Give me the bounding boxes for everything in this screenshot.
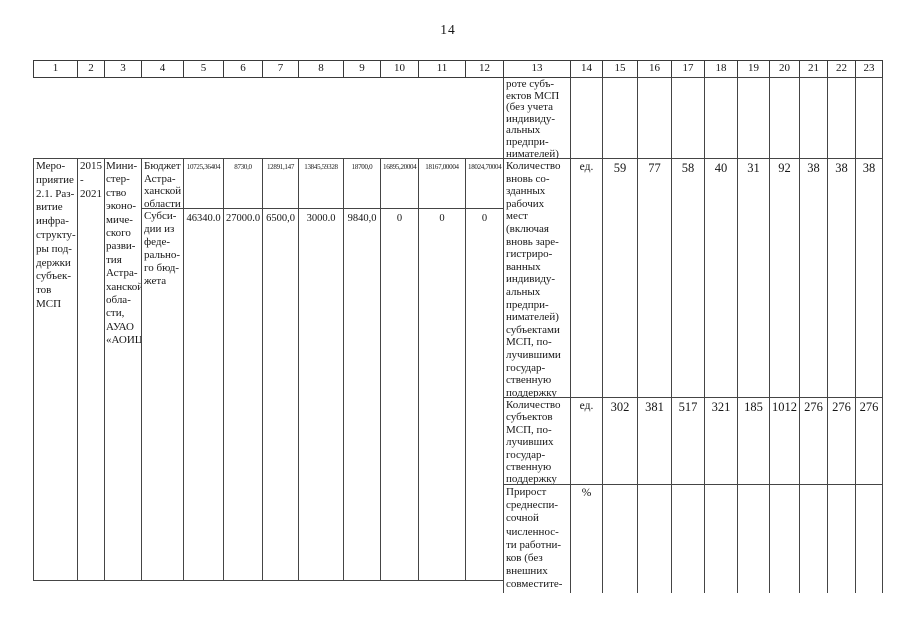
carryover-empty-cell xyxy=(827,77,856,159)
header-cell-19: 19 xyxy=(737,60,770,78)
indicator-value-cell xyxy=(827,484,856,593)
carryover-indicator-cell: роте субъ- ектов МСП (без учета индивиду… xyxy=(503,77,571,159)
carryover-empty-cell xyxy=(737,77,770,159)
funding-value-cell: 6500,0 xyxy=(262,208,299,581)
indicator-value-cell xyxy=(799,484,828,593)
funding-value-cell: 16895,20004 xyxy=(380,158,419,209)
measure-name-cell: Меро- приятие 2.1. Раз- витие инфра- стр… xyxy=(33,158,78,581)
carryover-empty-cell xyxy=(602,77,638,159)
carryover-empty-cell xyxy=(855,77,883,159)
indicator-unit-cell: ед. xyxy=(570,158,603,398)
funding-value-cell: 27000.0 xyxy=(223,208,263,581)
header-cell-15: 15 xyxy=(602,60,638,78)
carryover-empty-cell xyxy=(799,77,828,159)
funding-value-cell: 12891,147 xyxy=(262,158,299,209)
carryover-empty-cell xyxy=(704,77,738,159)
header-cell-16: 16 xyxy=(637,60,672,78)
indicator-unit-cell: ед. xyxy=(570,397,603,485)
header-cell-12: 12 xyxy=(465,60,504,78)
indicator-value-cell: 276 xyxy=(855,397,883,485)
header-cell-7: 7 xyxy=(262,60,299,78)
header-cell-8: 8 xyxy=(298,60,344,78)
header-cell-5: 5 xyxy=(183,60,224,78)
indicator-value-cell: 321 xyxy=(704,397,738,485)
indicator-value-cell: 92 xyxy=(769,158,800,398)
funding-value-cell: 46340.0 xyxy=(183,208,224,581)
indicator-value-cell: 1012 xyxy=(769,397,800,485)
indicator-value-cell xyxy=(704,484,738,593)
header-cell-23: 23 xyxy=(855,60,883,78)
funding-source-cell: Субси- дии из феде- рально- го бюд- жета xyxy=(141,208,184,581)
carryover-empty-cell xyxy=(637,77,672,159)
header-cell-21: 21 xyxy=(799,60,828,78)
header-cell-9: 9 xyxy=(343,60,381,78)
funding-value-cell: 0 xyxy=(418,208,466,581)
indicator-value-cell xyxy=(602,484,638,593)
funding-value-cell: 10725,36404 xyxy=(183,158,224,209)
indicator-value-cell xyxy=(769,484,800,593)
indicator-value-cell: 302 xyxy=(602,397,638,485)
indicator-value-cell: 31 xyxy=(737,158,770,398)
funding-value-cell: 9840,0 xyxy=(343,208,381,581)
header-cell-17: 17 xyxy=(671,60,705,78)
funding-value-cell: 3000.0 xyxy=(298,208,344,581)
funding-source-cell: Бюджет Астра- ханской области xyxy=(141,158,184,209)
funding-value-cell: 18024,70004 xyxy=(465,158,504,209)
indicator-value-cell: 381 xyxy=(637,397,672,485)
indicator-value-cell xyxy=(671,484,705,593)
indicator-value-cell: 59 xyxy=(602,158,638,398)
header-cell-2: 2 xyxy=(77,60,105,78)
header-cell-13: 13 xyxy=(503,60,571,78)
funding-value-cell: 0 xyxy=(380,208,419,581)
indicator-value-cell: 517 xyxy=(671,397,705,485)
indicator-value-cell xyxy=(855,484,883,593)
header-cell-6: 6 xyxy=(223,60,263,78)
indicator-value-cell: 38 xyxy=(855,158,883,398)
indicator-value-cell: 77 xyxy=(637,158,672,398)
page-number: 14 xyxy=(440,22,456,37)
carryover-empty-cell xyxy=(671,77,705,159)
indicator-value-cell: 276 xyxy=(827,397,856,485)
header-cell-20: 20 xyxy=(769,60,800,78)
funding-value-cell: 13845,59328 xyxy=(298,158,344,209)
header-cell-4: 4 xyxy=(141,60,184,78)
header-cell-14: 14 xyxy=(570,60,603,78)
carryover-empty-cell xyxy=(570,77,603,159)
indicator-unit-cell: % xyxy=(570,484,603,593)
indicator-value-cell: 38 xyxy=(827,158,856,398)
header-cell-18: 18 xyxy=(704,60,738,78)
indicator-value-cell xyxy=(637,484,672,593)
indicator-value-cell: 58 xyxy=(671,158,705,398)
funding-value-cell: 18167,00004 xyxy=(418,158,466,209)
header-cell-11: 11 xyxy=(418,60,466,78)
indicator-name-cell: Количество субъектов МСП, по- лучивших г… xyxy=(503,397,571,485)
funding-value-cell: 0 xyxy=(465,208,504,581)
measure-period-cell: 2015 - 2021 xyxy=(77,158,105,581)
header-cell-3: 3 xyxy=(104,60,142,78)
indicator-value-cell: 276 xyxy=(799,397,828,485)
funding-value-cell: 8730,0 xyxy=(223,158,263,209)
header-cell-1: 1 xyxy=(33,60,78,78)
indicator-value-cell: 40 xyxy=(704,158,738,398)
indicator-name-cell: Количество вновь со- зданных рабочих мес… xyxy=(503,158,571,398)
funding-value-cell: 18700,0 xyxy=(343,158,381,209)
indicator-name-cell: Прирост среднеспи- сочной численнос- ти … xyxy=(503,484,571,593)
header-cell-10: 10 xyxy=(380,60,419,78)
header-cell-22: 22 xyxy=(827,60,856,78)
indicator-value-cell: 185 xyxy=(737,397,770,485)
indicator-value-cell xyxy=(737,484,770,593)
carryover-empty-cell xyxy=(769,77,800,159)
measure-executor-cell: Мини- стер- ство эконо- миче- ского разв… xyxy=(104,158,142,581)
indicator-value-cell: 38 xyxy=(799,158,828,398)
